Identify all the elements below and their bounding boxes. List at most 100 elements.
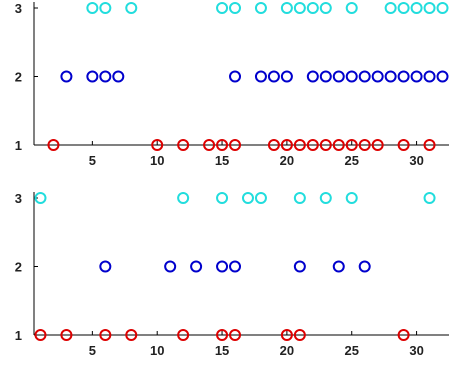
data-point-blue — [60, 70, 73, 83]
data-point-cyan — [280, 2, 293, 14]
data-point-cyan — [254, 192, 267, 204]
data-point-blue — [358, 70, 371, 83]
data-point-blue — [306, 70, 319, 83]
y-tick-label: 3 — [15, 1, 22, 16]
data-point-blue — [229, 260, 242, 273]
data-point-cyan — [319, 2, 332, 14]
x-tick-label: 10 — [150, 153, 164, 168]
data-point-red — [267, 139, 280, 151]
data-point-red — [358, 139, 371, 151]
data-point-red — [280, 329, 293, 341]
data-point-cyan — [410, 2, 423, 14]
data-point-cyan — [125, 2, 138, 14]
x-tick-label: 20 — [280, 153, 294, 168]
data-point-blue — [293, 260, 306, 273]
data-point-red — [345, 139, 358, 151]
data-point-red — [229, 329, 242, 341]
data-point-blue — [216, 260, 229, 273]
data-point-red — [306, 139, 319, 151]
data-point-red — [177, 329, 190, 341]
x-tick-label: 25 — [345, 153, 359, 168]
data-point-blue — [267, 70, 280, 83]
y-tick-label: 2 — [15, 260, 22, 275]
data-point-cyan — [384, 2, 397, 14]
x-tick-label: 30 — [409, 153, 423, 168]
data-point-cyan — [177, 192, 190, 204]
data-point-red — [397, 139, 410, 151]
data-point-blue — [99, 260, 112, 273]
data-point-blue — [319, 70, 332, 83]
y-tick-label: 1 — [15, 328, 22, 343]
data-point-red — [60, 329, 73, 341]
y-tick-label: 2 — [15, 70, 22, 85]
data-point-red — [34, 329, 47, 341]
x-tick-label: 5 — [89, 343, 96, 358]
x-tick-label: 30 — [409, 343, 423, 358]
data-point-red — [216, 329, 229, 341]
data-point-red — [423, 139, 436, 151]
data-point-red — [47, 139, 60, 151]
y-tick-label: 1 — [15, 138, 22, 153]
data-point-blue — [371, 70, 384, 83]
data-point-blue — [99, 70, 112, 83]
data-point-red — [371, 139, 384, 151]
data-point-blue — [86, 70, 99, 83]
data-point-cyan — [397, 2, 410, 14]
data-point-cyan — [345, 192, 358, 204]
data-point-cyan — [423, 192, 436, 204]
data-point-blue — [254, 70, 267, 83]
data-point-red — [293, 329, 306, 341]
data-point-red — [216, 139, 229, 151]
data-point-cyan — [216, 192, 229, 204]
data-point-blue — [358, 260, 371, 273]
data-point-cyan — [423, 2, 436, 14]
x-tick-label: 15 — [215, 153, 229, 168]
x-tick-label: 15 — [215, 343, 229, 358]
data-point-cyan — [293, 192, 306, 204]
y-tick-label: 3 — [15, 191, 22, 206]
data-point-blue — [423, 70, 436, 83]
data-point-blue — [436, 70, 449, 83]
data-point-red — [125, 329, 138, 341]
data-point-cyan — [229, 2, 242, 14]
data-point-blue — [332, 260, 345, 273]
data-point-blue — [164, 260, 177, 273]
data-point-blue — [332, 70, 345, 83]
data-point-cyan — [319, 192, 332, 204]
data-point-blue — [229, 70, 242, 83]
data-point-red — [293, 139, 306, 151]
data-point-cyan — [86, 2, 99, 14]
data-point-blue — [345, 70, 358, 83]
data-point-cyan — [34, 192, 47, 204]
data-point-blue — [410, 70, 423, 83]
data-point-red — [177, 139, 190, 151]
data-point-cyan — [216, 2, 229, 14]
data-point-red — [203, 139, 216, 151]
data-point-blue — [190, 260, 203, 273]
chart-bottom: 1 2 3 5 10 15 20 25 30 — [15, 191, 449, 358]
data-point-cyan — [99, 2, 112, 14]
data-point-red — [229, 139, 242, 151]
data-point-red — [280, 139, 293, 151]
data-point-cyan — [254, 2, 267, 14]
data-point-red — [151, 139, 164, 151]
x-tick-label: 10 — [150, 343, 164, 358]
data-point-blue — [384, 70, 397, 83]
x-tick-label: 25 — [345, 343, 359, 358]
data-point-cyan — [241, 192, 254, 204]
data-point-red — [319, 139, 332, 151]
data-point-blue — [280, 70, 293, 83]
data-point-cyan — [306, 2, 319, 14]
data-point-cyan — [293, 2, 306, 14]
data-point-cyan — [345, 2, 358, 14]
data-point-cyan — [436, 2, 449, 14]
data-point-blue — [112, 70, 125, 83]
data-point-red — [332, 139, 345, 151]
chart-top: 1 2 3 5 10 15 20 25 30 — [15, 1, 449, 168]
data-point-red — [99, 329, 112, 341]
x-tick-label: 5 — [89, 153, 96, 168]
data-point-red — [397, 329, 410, 341]
data-point-blue — [397, 70, 410, 83]
x-tick-label: 20 — [280, 343, 294, 358]
